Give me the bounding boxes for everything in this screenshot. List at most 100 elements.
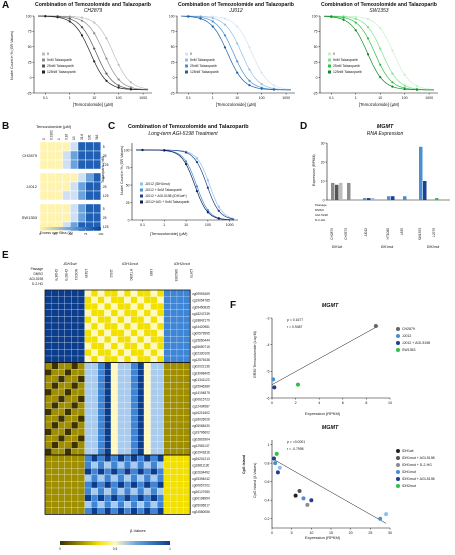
heat-cell [157, 408, 164, 416]
heat-cell [92, 181, 101, 192]
panel-e-row-label: DMSO [33, 272, 43, 276]
cluster-box [44, 454, 191, 515]
heat-cell [170, 435, 178, 442]
heat-cell [163, 382, 171, 390]
heat-cell [157, 382, 164, 390]
heat-cell [124, 481, 131, 489]
heat-cell [163, 441, 171, 449]
heat-cell [71, 329, 79, 337]
heat-cell [97, 342, 105, 350]
heat-cell [97, 336, 105, 343]
heat-cell [64, 435, 72, 442]
x-tick-label: 8 [365, 401, 367, 405]
heat-cell [104, 342, 112, 350]
heat-cell [64, 322, 72, 330]
heat-cell [124, 435, 131, 442]
heat-cell [124, 468, 131, 475]
data-point [206, 209, 209, 212]
panel-b-sublabel: 125 [103, 163, 109, 167]
heat-cell [137, 362, 145, 370]
data-point [354, 17, 357, 20]
heat-cell [157, 355, 164, 363]
heat-cell [58, 329, 65, 337]
heat-cell [137, 435, 145, 442]
panel-a-chart-sw1353: Combination of Temozolomide and Talazopa… [312, 2, 438, 107]
heat-cell [137, 336, 145, 343]
heat-cell [97, 507, 105, 515]
heat-cell [44, 435, 52, 442]
heat-cell [58, 336, 65, 343]
data-point [206, 211, 209, 214]
data-point [68, 16, 71, 19]
y-tick-label: 75 [314, 30, 318, 34]
heat-cell [44, 395, 52, 403]
heat-cell [137, 454, 145, 462]
panel-e-probe-label: cg16215402 [192, 411, 210, 415]
heat-cell [183, 415, 191, 423]
y-tick-label: 50 [314, 45, 318, 49]
heat-cell [44, 461, 52, 469]
heat-cell [130, 369, 138, 376]
heat-cell [130, 375, 138, 383]
heat-cell [97, 388, 105, 396]
heat-cell [110, 362, 118, 370]
x-tick-label: 5 [291, 531, 293, 535]
data-point [342, 18, 345, 21]
heat-cell [64, 507, 72, 515]
heat-cell [77, 382, 85, 390]
heat-cell [183, 296, 191, 304]
heat-cell [104, 507, 112, 515]
data-point [293, 493, 298, 498]
heat-cell [58, 461, 65, 469]
series-line [324, 15, 435, 90]
panel-d-row-label: Passage [315, 203, 327, 207]
heat-cell [130, 415, 138, 423]
legend-swatch [42, 64, 45, 68]
heat-cell [44, 402, 52, 409]
heat-cell [51, 289, 59, 297]
data-point [93, 47, 96, 50]
panel-b-col-label: 100 [87, 134, 91, 140]
heat-cell [77, 159, 86, 170]
heat-cell [150, 296, 158, 304]
panel-e-probe-label: cg01341123 [192, 378, 210, 382]
heat-cell [77, 181, 86, 192]
heat-cell [110, 448, 118, 456]
heat-cell [150, 421, 158, 429]
heat-cell [58, 369, 65, 376]
heat-cell [176, 441, 184, 449]
data-point [195, 190, 199, 193]
x-tick-label: 10 [92, 96, 96, 100]
heat-cell [176, 435, 184, 442]
heat-cell [176, 481, 184, 489]
heat-cell [110, 454, 118, 462]
heat-cell [39, 181, 48, 192]
chartF2-svg: 1 0.8 0.6 0.4 0.2 0 5 10 15 20 25 30 IDH1wt IDH1mut +… [265, 440, 435, 535]
heat-cell [55, 212, 64, 223]
heat-cell [137, 402, 145, 409]
panel-e-probe-label: cg25394042 [192, 477, 210, 481]
heat-cell [150, 309, 158, 317]
heat-cell [84, 501, 92, 508]
heat-cell [70, 181, 79, 192]
heat-cell [51, 408, 59, 416]
heat-cell [77, 415, 85, 423]
y-tick-label: -3 [266, 316, 269, 320]
heat-cell [58, 474, 65, 482]
heat-cell [97, 316, 105, 324]
heat-cell [150, 448, 158, 456]
heat-cell [85, 141, 94, 152]
y-tick-label: 25 [171, 61, 175, 65]
heat-cell [104, 415, 112, 423]
heat-cell [170, 454, 178, 462]
heat-cell [44, 316, 52, 324]
heat-cell [84, 382, 92, 390]
heat-cell [71, 322, 79, 330]
data-point [275, 470, 280, 475]
heat-cell [183, 428, 191, 436]
heat-cell [77, 172, 86, 183]
heat-cell [84, 415, 92, 423]
heat-cell [84, 369, 92, 376]
heat-cell [62, 172, 71, 183]
heat-cell [157, 316, 164, 324]
